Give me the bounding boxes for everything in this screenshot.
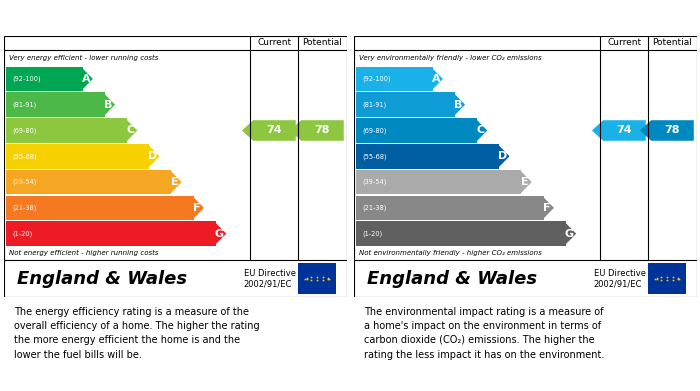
Bar [356, 221, 566, 246]
Text: C: C [476, 126, 484, 136]
Text: G: G [565, 229, 574, 239]
Text: EU Directive
2002/91/EC: EU Directive 2002/91/EC [244, 269, 295, 288]
Text: (39-54): (39-54) [362, 179, 386, 185]
Bar [356, 196, 544, 220]
Text: (81-91): (81-91) [362, 101, 386, 108]
Text: Not energy efficient - higher running costs: Not energy efficient - higher running co… [8, 250, 158, 256]
Text: Environmental Impact (CO₂) Rating: Environmental Impact (CO₂) Rating [364, 11, 610, 25]
Polygon shape [498, 144, 510, 169]
Text: A: A [432, 74, 440, 84]
Text: Not environmentally friendly - higher CO₂ emissions: Not environmentally friendly - higher CO… [358, 250, 541, 256]
Bar [356, 92, 455, 117]
Text: Very energy efficient - lower running costs: Very energy efficient - lower running co… [8, 55, 158, 61]
Polygon shape [542, 196, 554, 220]
Polygon shape [169, 170, 182, 194]
Text: The energy efficiency rating is a measure of the
overall efficiency of a home. T: The energy efficiency rating is a measur… [14, 307, 260, 360]
Polygon shape [592, 120, 645, 141]
Text: D: D [148, 151, 158, 161]
Text: E: E [171, 177, 178, 187]
Polygon shape [148, 144, 160, 169]
Bar [356, 170, 522, 194]
Text: 78: 78 [665, 126, 680, 136]
Polygon shape [80, 67, 93, 91]
Text: C: C [126, 126, 134, 136]
Text: (92-100): (92-100) [12, 75, 41, 82]
Text: Very environmentally friendly - lower CO₂ emissions: Very environmentally friendly - lower CO… [358, 55, 541, 61]
Bar [356, 118, 477, 143]
Polygon shape [214, 221, 226, 246]
Text: (21-38): (21-38) [362, 204, 386, 211]
Bar [6, 170, 172, 194]
Text: (39-54): (39-54) [12, 179, 36, 185]
Bar [6, 67, 83, 91]
Bar [6, 196, 194, 220]
Text: 74: 74 [267, 126, 282, 136]
Polygon shape [192, 196, 204, 220]
Text: E: E [521, 177, 528, 187]
Polygon shape [564, 221, 576, 246]
Polygon shape [125, 118, 137, 143]
Text: (92-100): (92-100) [362, 75, 391, 82]
Text: England & Wales: England & Wales [18, 269, 188, 288]
Polygon shape [290, 120, 344, 141]
Text: (55-68): (55-68) [12, 153, 36, 160]
Bar [356, 144, 499, 169]
Polygon shape [103, 92, 115, 117]
Text: Energy Efficiency Rating: Energy Efficiency Rating [14, 11, 186, 25]
Text: (21-38): (21-38) [12, 204, 36, 211]
Text: 78: 78 [315, 126, 330, 136]
Bar [6, 144, 149, 169]
Text: 74: 74 [617, 126, 632, 136]
Polygon shape [519, 170, 532, 194]
Text: Current: Current [608, 38, 641, 47]
Text: (1-20): (1-20) [12, 230, 32, 237]
Text: A: A [82, 74, 90, 84]
Polygon shape [475, 118, 487, 143]
Text: EU Directive
2002/91/EC: EU Directive 2002/91/EC [594, 269, 645, 288]
Bar [6, 118, 127, 143]
Polygon shape [640, 120, 694, 141]
Text: Potential: Potential [652, 38, 692, 47]
Text: F: F [543, 203, 551, 213]
Bar [6, 221, 216, 246]
Text: (81-91): (81-91) [12, 101, 36, 108]
Text: Potential: Potential [302, 38, 342, 47]
Polygon shape [242, 120, 295, 141]
Text: G: G [215, 229, 224, 239]
Text: (1-20): (1-20) [362, 230, 382, 237]
Polygon shape [430, 67, 443, 91]
Bar [356, 67, 433, 91]
Text: The environmental impact rating is a measure of
a home's impact on the environme: The environmental impact rating is a mea… [364, 307, 604, 360]
Text: England & Wales: England & Wales [368, 269, 538, 288]
Text: D: D [498, 151, 508, 161]
Text: (55-68): (55-68) [362, 153, 386, 160]
Text: B: B [454, 100, 463, 110]
Text: (69-80): (69-80) [12, 127, 36, 134]
Text: B: B [104, 100, 113, 110]
Text: F: F [193, 203, 201, 213]
Bar [6, 92, 105, 117]
Bar [298, 263, 336, 294]
Text: (69-80): (69-80) [362, 127, 386, 134]
Polygon shape [453, 92, 465, 117]
Text: Current: Current [258, 38, 291, 47]
Bar [648, 263, 686, 294]
